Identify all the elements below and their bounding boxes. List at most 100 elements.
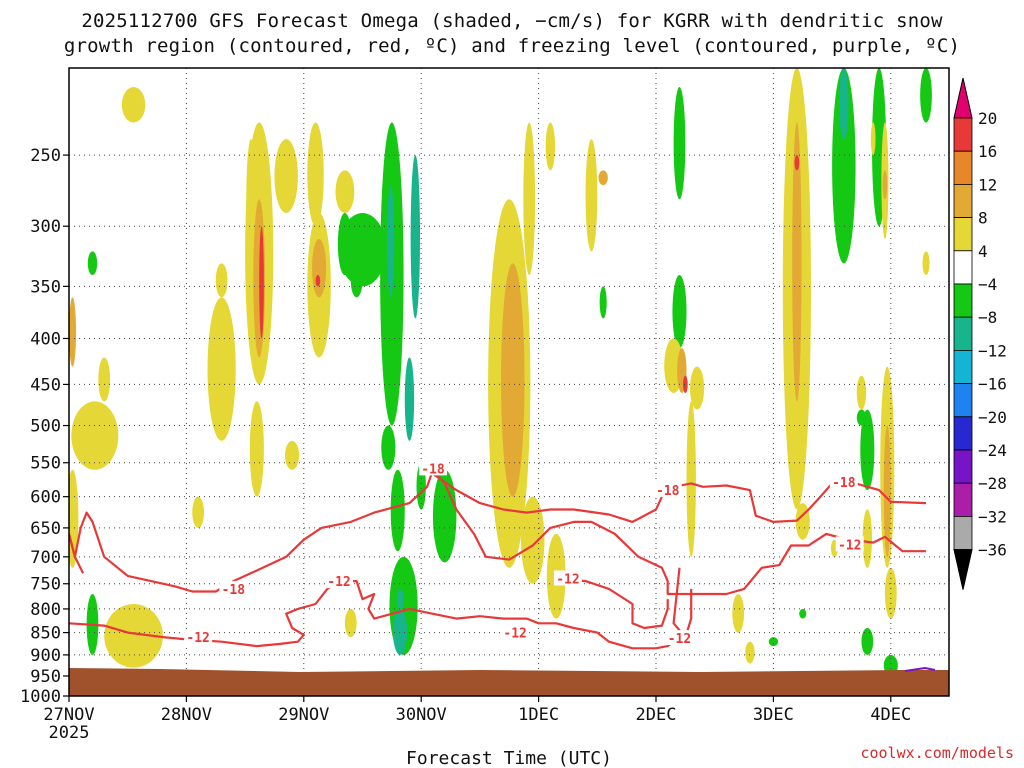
ground-fill <box>69 668 949 696</box>
omega-shading <box>69 68 932 676</box>
omega-blob-10 <box>215 263 228 298</box>
omega-blob-52 <box>683 375 688 393</box>
omega-blob-15 <box>249 401 264 497</box>
omega-blob-3 <box>88 425 108 456</box>
omega-blob-72 <box>883 425 891 557</box>
contour-label-0: -18 <box>222 583 246 598</box>
colorbar-label-13: −36 <box>978 541 1007 560</box>
x-tick-label-3: 30NOV <box>396 705 447 725</box>
omega-blob-5 <box>104 604 163 668</box>
omega-blob-35 <box>410 155 421 319</box>
omega-blob-40 <box>510 328 520 441</box>
y-tick-label-1: 300 <box>30 217 61 237</box>
contour-label-bg-1 <box>184 629 213 645</box>
y-axis: 2503003504004505005506006507007508008509… <box>20 146 69 707</box>
colorbar-segment-11 <box>953 449 973 484</box>
omega-blob-45 <box>585 139 598 252</box>
x-tick-label-4: 1DEC <box>518 705 559 725</box>
omega-blob-62 <box>839 68 849 140</box>
y-tick-label-3: 400 <box>30 329 61 349</box>
credit-text: coolwx.com/models <box>860 744 1014 762</box>
colorbar: 20 16 12 8 4 −4 −8 −12 −16 −20 −24 −28 −32 −36 <box>953 77 1007 590</box>
omega-blob-1 <box>69 297 77 367</box>
y-tick-label-0: 250 <box>30 146 61 166</box>
omega-blob-41 <box>523 122 536 276</box>
colorbar-label-11: −28 <box>978 474 1007 493</box>
contour-label-2: -12 <box>327 575 350 590</box>
omega-blob-44 <box>545 122 556 171</box>
omega-blob-18 <box>307 122 324 227</box>
omega-blob-29 <box>381 425 396 470</box>
colorbar-segment-8 <box>953 349 973 384</box>
omega-blob-54 <box>686 401 696 557</box>
contour-label-bg-0 <box>219 580 248 596</box>
omega-blob-14 <box>259 226 264 339</box>
omega-blob-53 <box>690 366 705 410</box>
x-tick-label-6: 3DEC <box>753 705 794 725</box>
omega-blob-49 <box>672 275 687 349</box>
omega-blob-33 <box>396 588 404 609</box>
x-tick-label-5: 2DEC <box>636 705 677 725</box>
y-tick-label-12: 850 <box>30 624 61 644</box>
x-axis-label: Forecast Time (UTC) <box>406 748 612 768</box>
contour-label-6: -18 <box>656 484 680 499</box>
contour-label-bg-3 <box>418 460 447 476</box>
colorbar-label-4: 4 <box>978 242 988 261</box>
ground-layer <box>69 666 949 696</box>
colorbar-bottom-arrow <box>953 549 973 590</box>
omega-blob-24 <box>339 212 386 287</box>
colorbar-segment-9 <box>953 383 973 418</box>
contour-label-1: -12 <box>186 631 209 646</box>
colorbar-segment-6 <box>953 283 973 318</box>
omega-blob-59 <box>794 155 800 171</box>
plot-frame <box>68 67 950 697</box>
colorbar-label-8: −16 <box>978 375 1007 394</box>
omega-blob-32 <box>393 608 408 655</box>
contour-label-3: -18 <box>421 462 445 477</box>
chart-title-line1: 2025112700 GFS Forecast Omega (shaded, −… <box>81 10 943 32</box>
contour-label-4: -12 <box>503 627 526 642</box>
omega-blob-30 <box>390 469 405 552</box>
plot-border <box>68 67 950 697</box>
colorbar-segment-12 <box>953 482 973 517</box>
colorbar-label-0: 20 <box>978 109 997 128</box>
omega-blob-28 <box>387 185 395 298</box>
colorbar-segment-1 <box>953 117 973 152</box>
colorbar-label-5: −4 <box>978 275 997 294</box>
contour-label-bg-6 <box>653 482 682 498</box>
omega-blob-7 <box>121 87 146 123</box>
omega-blob-77 <box>856 409 867 426</box>
colorbar-label-12: −32 <box>978 507 1007 526</box>
omega-blob-82 <box>799 608 807 619</box>
y-tick-label-4: 450 <box>30 375 61 395</box>
dgz-contour-12-mid <box>556 577 669 630</box>
colorbar-segment-4 <box>953 217 973 252</box>
omega-blob-61 <box>832 68 856 264</box>
omega-blob-36 <box>432 469 457 563</box>
contour-label-bg-9 <box>835 536 864 552</box>
contour-label-5: -12 <box>556 573 579 588</box>
contour-label-9: -12 <box>838 538 861 553</box>
x-tick-label-7: 4DEC <box>870 705 911 725</box>
omega-blob-4 <box>98 357 111 402</box>
omega-blob-47 <box>599 286 607 319</box>
dgz-contour-12-low <box>69 580 675 650</box>
chart-title-line2: growth region (contoured, red, ºC) and f… <box>63 35 961 57</box>
omega-blob-46 <box>598 170 608 186</box>
x-tick-label-0: 27NOV <box>43 705 94 725</box>
contour-label-bg-8 <box>829 474 858 490</box>
colorbar-label-3: 8 <box>978 209 988 228</box>
y-tick-label-6: 550 <box>30 454 61 474</box>
contour-label-8: -18 <box>832 476 856 491</box>
omega-blob-79 <box>192 496 205 528</box>
colorbar-segment-3 <box>953 183 973 218</box>
dgz-contour-12-edge <box>69 533 85 574</box>
omega-blob-60 <box>795 503 810 540</box>
y-tick-label-8: 650 <box>30 519 61 539</box>
omega-blob-55 <box>732 594 745 633</box>
omega-blob-80 <box>344 608 357 638</box>
omega-blob-8 <box>87 251 98 276</box>
dgz-contour-12-main <box>69 468 926 596</box>
omega-blob-20 <box>312 239 327 298</box>
